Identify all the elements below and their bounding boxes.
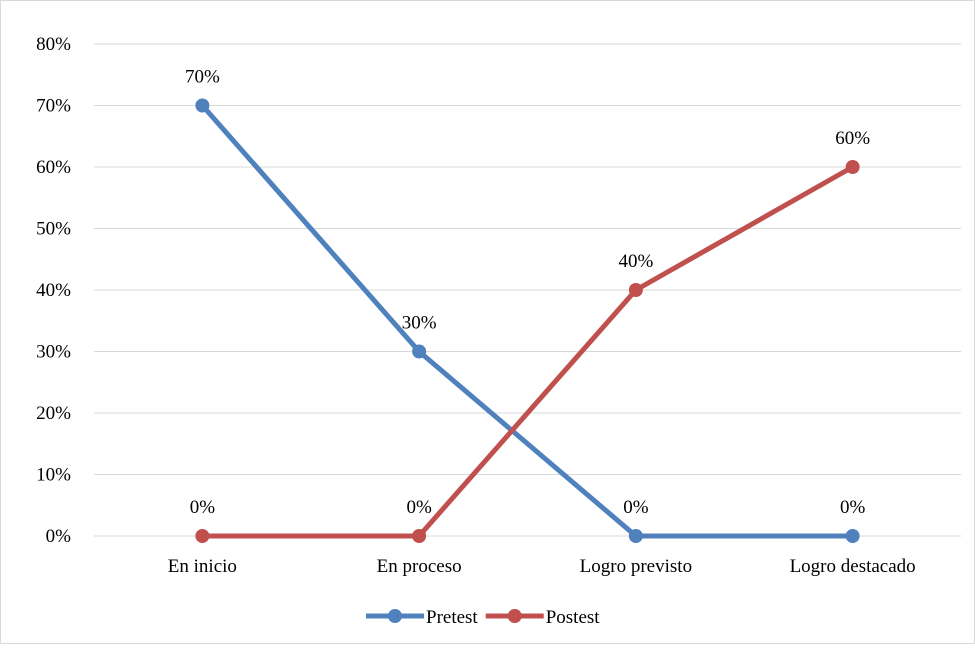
y-tick-label: 40% (36, 280, 71, 301)
x-tick-label: Logro previsto (580, 556, 692, 577)
y-tick-label: 70% (36, 96, 71, 117)
x-axis-tick-labels: En inicio En proceso Logro previsto Logro d… (168, 556, 916, 577)
postest-data-label: 0% (406, 497, 432, 518)
postest-data-label: 40% (618, 251, 653, 272)
postest-series-line (199, 164, 856, 539)
data-labels: 70% 30% 0% 0% 0% 0% 40% 60% (185, 67, 870, 519)
postest-data-label: 60% (835, 128, 870, 149)
postest-point (195, 529, 210, 543)
pretest-data-label: 70% (185, 67, 220, 88)
x-tick-label: En inicio (168, 556, 237, 577)
pretest-legend-marker (388, 609, 402, 623)
legend: Pretest Postest (366, 607, 600, 628)
y-tick-label: 50% (36, 219, 71, 240)
y-tick-label: 80% (36, 34, 71, 55)
y-axis-tick-labels: 0% 10% 20% 30% 40% 50% 60% 70% 80% (36, 34, 71, 547)
pretest-point (195, 98, 210, 113)
postest-point (628, 283, 643, 297)
series-lines (195, 98, 860, 543)
postest-legend-marker (507, 609, 522, 623)
postest-data-label: 0% (190, 497, 216, 518)
postest-legend-label: Postest (546, 607, 601, 628)
pretest-series-line (199, 103, 856, 539)
y-tick-label: 20% (36, 403, 71, 424)
y-tick-label: 30% (36, 342, 71, 363)
pretest-data-label: 0% (840, 497, 866, 518)
postest-point (412, 529, 427, 543)
gridlines (94, 43, 961, 537)
pretest-legend-label: Pretest (426, 607, 478, 628)
pretest-point (628, 529, 643, 543)
y-tick-label: 60% (36, 157, 71, 178)
y-tick-label: 0% (46, 526, 72, 547)
pretest-point (412, 344, 427, 359)
pretest-data-label: 0% (623, 497, 649, 518)
postest-point (845, 160, 860, 174)
pretest-point (845, 529, 860, 543)
y-tick-label: 10% (36, 465, 71, 486)
x-tick-label: Logro destacado (790, 556, 916, 577)
x-tick-label: En proceso (377, 556, 462, 577)
pretest-data-label: 30% (402, 313, 437, 334)
